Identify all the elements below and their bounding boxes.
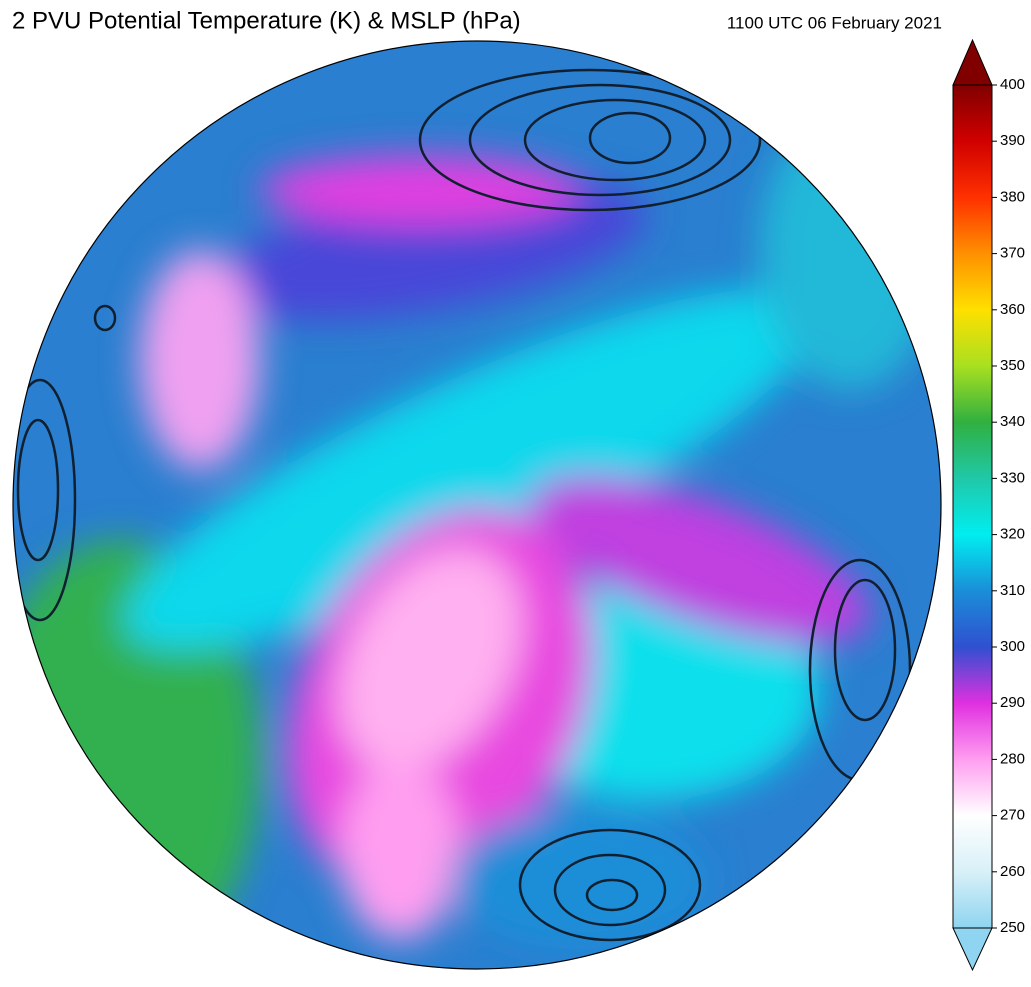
- colorbar-tick-label: 360: [1000, 301, 1025, 318]
- colorbar-tick-label: 250: [1000, 919, 1025, 936]
- colorbar-tick-label: 330: [1000, 469, 1025, 486]
- colorbar-tick-label: 370: [1000, 245, 1025, 262]
- colorbar-arrow-bottom: [952, 927, 993, 972]
- colorbar-tick-label: 390: [1000, 132, 1025, 149]
- colorbar-tick-label: 290: [1000, 694, 1025, 711]
- timestamp: 1100 UTC 06 February 2021: [727, 13, 942, 32]
- colorbar-tick-label: 310: [1000, 582, 1025, 599]
- colorbar-tick-label: 300: [1000, 638, 1025, 655]
- colorbar-tick-label: 340: [1000, 413, 1025, 430]
- colorbar-tick-label: 320: [1000, 526, 1025, 543]
- globe-outline: [12, 40, 942, 970]
- colorbar-tick-label: 400: [1000, 76, 1025, 93]
- title: 2 PVU Potential Temperature (K) & MSLP (…: [12, 7, 521, 34]
- map: [13, 41, 941, 969]
- colorbar-tick-label: 270: [1000, 807, 1025, 824]
- colorbar-tick-label: 380: [1000, 188, 1025, 205]
- colorbar-bar: [952, 84, 993, 929]
- colorbar: 250 260 270 280 290 300 310 320 330 340 350 360 370 3…: [952, 38, 1025, 972]
- colorbar-arrow-top: [952, 38, 993, 86]
- colorbar-tick-label: 260: [1000, 863, 1025, 880]
- colorbar-tick-label: 350: [1000, 357, 1025, 374]
- colorbar-tick-label: 280: [1000, 750, 1025, 767]
